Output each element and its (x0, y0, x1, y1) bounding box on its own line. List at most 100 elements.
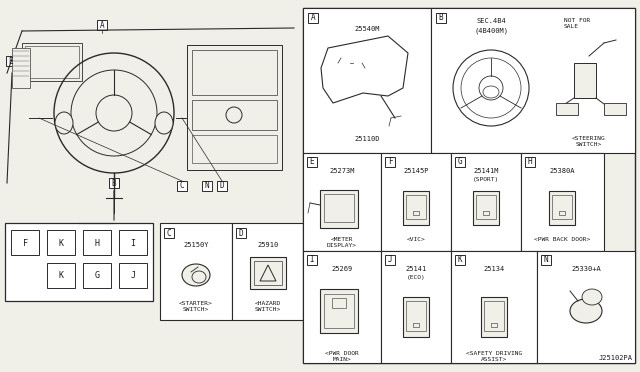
Bar (47, 263, 75, 288)
Text: J: J (388, 256, 392, 264)
Bar (451, 251, 537, 363)
Text: K: K (458, 256, 462, 264)
Bar (192, 50, 277, 95)
Bar (604, 103, 626, 115)
Text: (ECO): (ECO) (406, 275, 426, 280)
Bar (119, 263, 147, 288)
Text: H: H (95, 238, 99, 247)
Bar (413, 323, 419, 327)
Text: 25380A: 25380A (549, 168, 575, 174)
Text: 25141M: 25141M (473, 168, 499, 174)
Bar (381, 153, 451, 251)
Text: 25150Y: 25150Y (183, 242, 209, 248)
Text: 25134: 25134 (483, 266, 504, 272)
Text: 25141: 25141 (405, 266, 427, 272)
Text: K: K (58, 272, 63, 280)
Text: <STARTER>
SWITCH>: <STARTER> SWITCH> (179, 301, 213, 312)
Bar (332, 298, 346, 308)
Text: F: F (388, 157, 392, 167)
Bar (307, 157, 317, 167)
Bar (320, 190, 358, 228)
Text: <HAZARD
SWITCH>: <HAZARD SWITCH> (255, 301, 281, 312)
Bar (25, 46, 79, 78)
Bar (549, 191, 575, 225)
Bar (476, 195, 496, 219)
Bar (552, 195, 572, 219)
Bar (303, 153, 381, 251)
Bar (556, 103, 578, 115)
Bar (324, 194, 354, 222)
Bar (385, 157, 395, 167)
Bar (303, 251, 381, 363)
Bar (406, 195, 426, 219)
Bar (187, 45, 282, 170)
Bar (250, 257, 286, 289)
Bar (541, 255, 551, 265)
Text: A: A (310, 13, 316, 22)
Text: C: C (166, 228, 172, 237)
Text: SEC.4B4: SEC.4B4 (476, 18, 506, 24)
Text: (4B400M): (4B400M) (474, 28, 508, 35)
Text: A: A (100, 20, 104, 29)
Bar (525, 157, 535, 167)
Text: J: J (131, 272, 136, 280)
Ellipse shape (582, 289, 602, 305)
Bar (12, 48, 30, 88)
Ellipse shape (192, 271, 206, 283)
Text: <VIC>: <VIC> (406, 237, 426, 242)
Ellipse shape (570, 299, 602, 323)
Bar (521, 153, 604, 251)
Text: B: B (438, 13, 444, 22)
Bar (559, 211, 565, 215)
Bar (192, 100, 277, 130)
Ellipse shape (155, 112, 173, 134)
Text: E: E (9, 57, 13, 65)
Bar (381, 251, 451, 363)
Bar (320, 289, 358, 333)
Bar (47, 230, 75, 255)
Text: <SAFETY DRIVING
ASSIST>: <SAFETY DRIVING ASSIST> (466, 351, 522, 362)
Bar (403, 297, 429, 337)
Text: 25540M: 25540M (355, 26, 380, 32)
Text: 25273M: 25273M (329, 168, 355, 174)
Bar (307, 255, 317, 265)
Bar (232, 223, 304, 320)
Ellipse shape (182, 264, 210, 286)
Bar (403, 191, 429, 225)
Bar (406, 301, 426, 331)
Bar (83, 263, 111, 288)
Text: 25330+A: 25330+A (571, 266, 601, 272)
Text: K: K (58, 238, 63, 247)
Bar (451, 153, 521, 251)
Bar (6, 56, 16, 66)
Text: 25145P: 25145P (403, 168, 429, 174)
Text: 25269: 25269 (332, 266, 353, 272)
Text: 25110D: 25110D (355, 136, 380, 142)
Text: N: N (544, 256, 548, 264)
Bar (431, 8, 635, 153)
Text: NOT FOR
SALE: NOT FOR SALE (564, 18, 590, 29)
Text: <PWR BACK DOOR>: <PWR BACK DOOR> (534, 237, 590, 242)
Bar (303, 8, 431, 153)
Bar (491, 323, 497, 327)
Bar (484, 301, 504, 331)
Text: G: G (458, 157, 462, 167)
Bar (119, 230, 147, 255)
Bar (109, 178, 119, 188)
Bar (483, 211, 489, 215)
Bar (481, 297, 507, 337)
Bar (254, 261, 282, 285)
Text: E: E (310, 157, 314, 167)
Text: F: F (22, 238, 28, 247)
Text: I: I (131, 238, 136, 247)
Text: B: B (112, 179, 116, 187)
Text: (SPORT): (SPORT) (473, 177, 499, 182)
Bar (5, 223, 153, 301)
Bar (385, 255, 395, 265)
Text: G: G (95, 272, 99, 280)
Text: D: D (220, 182, 224, 190)
Text: N: N (205, 182, 209, 190)
Bar (97, 20, 107, 30)
Bar (537, 251, 635, 363)
Bar (217, 181, 227, 191)
